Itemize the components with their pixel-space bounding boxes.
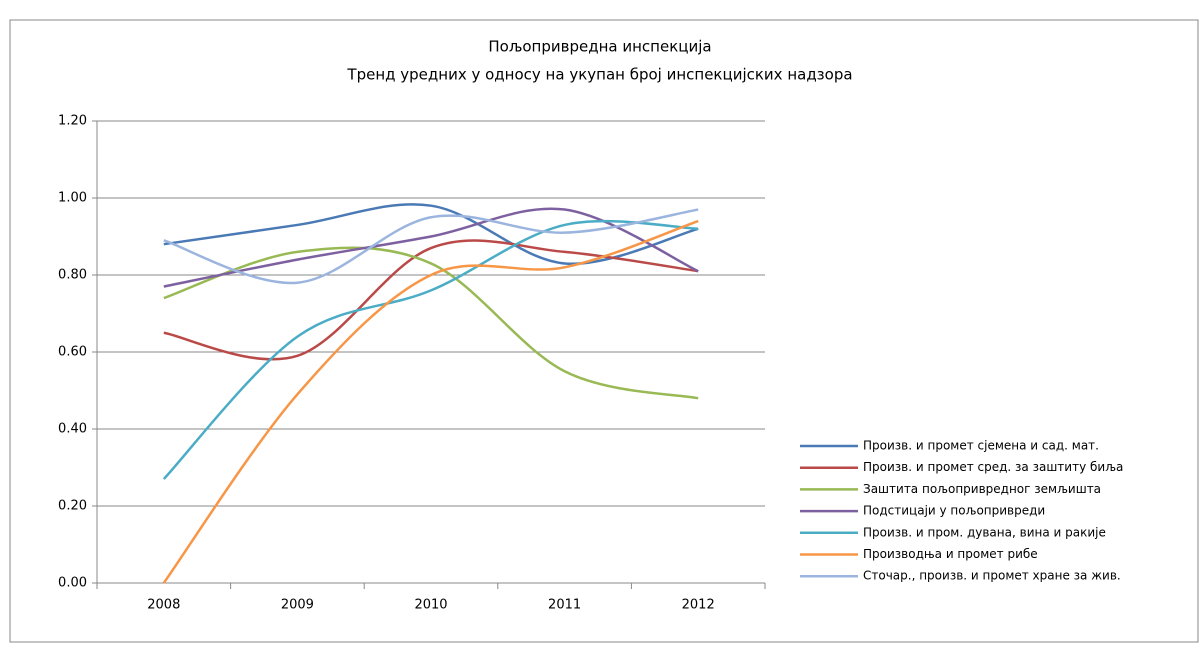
y-tick-label: 1.00 (58, 191, 87, 206)
series-line (163, 246, 699, 400)
series-line (162, 219, 699, 480)
legend-label: Производња и промет рибе (863, 547, 1038, 561)
legend-label: Подстицаји у пољопривреди (863, 504, 1045, 518)
legend-label: Произв. и промет сред. за заштиту биља (863, 460, 1123, 474)
series-line (163, 208, 699, 285)
legend-label: Произв. и пром. дувана, вина и ракије (863, 525, 1106, 539)
legend-label: Произв. и промет сјемена и сад. мат. (863, 439, 1099, 453)
legend-label: Заштита пољопривредног земљишта (863, 482, 1101, 496)
x-tick-label: 2009 (281, 598, 314, 613)
chart-frame (9, 19, 1199, 643)
y-tick-label: 0.00 (58, 576, 87, 591)
x-tick-label: 2012 (682, 598, 715, 613)
series-line (162, 219, 699, 584)
chart-subtitle: Тренд уредних у односу на укупан број ин… (346, 66, 852, 84)
legend-label: Сточар., произв. и промет хране за жив. (863, 569, 1121, 583)
x-tick-label: 2010 (414, 598, 447, 613)
y-tick-label: 0.20 (58, 499, 87, 514)
x-tick-label: 2011 (548, 598, 581, 613)
series-line (163, 203, 699, 265)
x-tick-label: 2008 (147, 598, 180, 613)
y-tick-label: 0.40 (58, 422, 87, 437)
y-tick-label: 1.20 (58, 114, 87, 129)
y-tick-label: 0.80 (58, 268, 87, 283)
y-tick-label: 0.60 (58, 345, 87, 360)
chart-title: Пољопривредна инспекција (488, 38, 711, 56)
